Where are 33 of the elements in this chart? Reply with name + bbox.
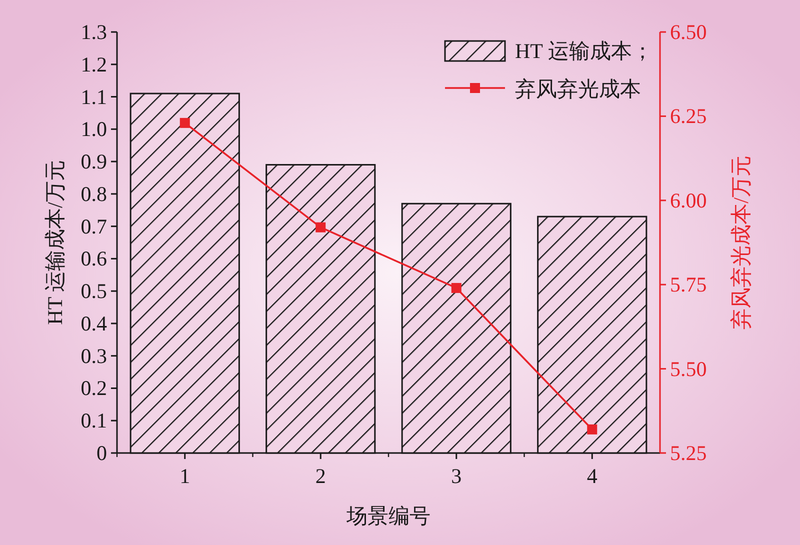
y2-tick-label: 5.25 — [670, 441, 707, 465]
y-tick-label: 0.5 — [80, 279, 107, 304]
y-tick-label: 0.6 — [80, 246, 107, 271]
y2-tick-label: 5.50 — [670, 356, 707, 381]
y-tick-label: 0.7 — [80, 214, 107, 238]
legend-label: HT 运输成本； — [515, 39, 653, 63]
y2-tick-label: 5.75 — [670, 272, 707, 297]
point — [316, 222, 326, 232]
y-tick-label: 1.3 — [80, 20, 107, 44]
point — [451, 282, 462, 293]
y-tick-label: 0.3 — [80, 344, 107, 368]
y2-tick-label: 6.25 — [670, 104, 707, 128]
y-tick-label: 0.8 — [80, 182, 107, 206]
point — [587, 424, 598, 434]
y-axis-title: HT 运输成本/万元 — [43, 160, 67, 325]
y-tick-label: 1.1 — [80, 84, 107, 109]
y2-tick-label: 6.00 — [670, 188, 707, 212]
x-tick-label: 1 — [180, 464, 190, 488]
y-tick-label: 0.9 — [80, 150, 107, 174]
y-tick-label: 1.2 — [80, 52, 107, 76]
legend-label: 弃风弃光成本 — [515, 77, 641, 101]
x-axis-title: 场景编号 — [346, 504, 430, 528]
y-tick-label: 0.2 — [80, 376, 107, 400]
y-tick-label: 0.4 — [80, 311, 108, 336]
x-tick-label: 3 — [451, 464, 462, 488]
x-tick-label: 4 — [586, 464, 598, 488]
y-tick-label: 0 — [96, 441, 107, 465]
y-tick-label: 1.0 — [80, 117, 107, 142]
x-tick-label: 2 — [315, 464, 326, 488]
point — [180, 118, 190, 128]
y-tick-label: 0.1 — [80, 408, 107, 433]
y2-tick-label: 6.50 — [670, 20, 707, 44]
y2-axis-title: 弃风弃光成本/万元 — [729, 156, 753, 330]
